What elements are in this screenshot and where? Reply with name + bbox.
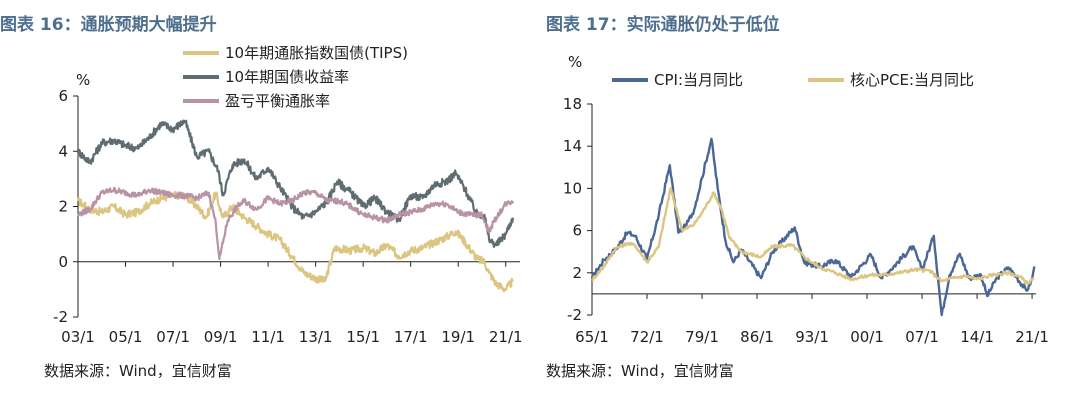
chart17-x-tick-label: 21/1 bbox=[1015, 328, 1049, 346]
chart-16-plot: % -2 0 2 4 6 03/1 05/1 07/1 09/1 11/1 13/1 15/1 17/1 1… bbox=[53, 44, 523, 346]
chart16-x-tick-label: 15/1 bbox=[346, 328, 380, 346]
chart17-y-tick-label: 14 bbox=[563, 137, 582, 155]
chart16-x-tick-label: 09/1 bbox=[204, 328, 238, 346]
chart16-series-line-2 bbox=[77, 186, 514, 261]
chart16-x-tick-label: 03/1 bbox=[61, 328, 95, 346]
chart17-x-tick-label: 93/1 bbox=[795, 328, 829, 346]
chart16-x-tick-label: 19/1 bbox=[441, 328, 475, 346]
chart17-x-tick-label: 14/1 bbox=[960, 328, 994, 346]
chart-17-source: 数据来源：Wind，宜信财富 bbox=[546, 362, 734, 380]
chart17-y-tick-label: 6 bbox=[572, 222, 582, 240]
right-chart-panel: 图表 17：实际通胀仍处于低位 % -2 2 6 10 14 18 65/1 72/1 79/1 8… bbox=[540, 0, 1080, 416]
chart16-x-tick-label: 05/1 bbox=[109, 328, 143, 346]
chart17-x-tick-label: 72/1 bbox=[630, 328, 664, 346]
chart17-x-tick-label: 07/1 bbox=[905, 328, 939, 346]
chart17-y-unit: % bbox=[568, 53, 582, 71]
chart16-x-tick-label: 11/1 bbox=[251, 328, 285, 346]
chart17-y-tick-label: -2 bbox=[567, 306, 582, 324]
chart17-series-line-0 bbox=[590, 137, 1036, 317]
chart17-x-tick-label: 00/1 bbox=[850, 328, 884, 346]
chart16-y-tick-label: 0 bbox=[58, 253, 68, 271]
chart17-y-tick-label: 18 bbox=[563, 95, 582, 113]
left-chart-panel: 图表 16：通胀预期大幅提升 % -2 0 2 4 6 03/1 05/1 07/1 09/1 11… bbox=[0, 15, 523, 380]
chart16-x-tick-label: 21/1 bbox=[489, 328, 523, 346]
chart17-x-tick-label: 79/1 bbox=[685, 328, 719, 346]
chart-17-title: 图表 17：实际通胀仍处于低位 bbox=[546, 15, 780, 35]
chart16-y-tick-label: -2 bbox=[53, 308, 68, 326]
chart16-legend-label-1: 10年期国债收益率 bbox=[225, 68, 349, 86]
chart17-series-line-1 bbox=[591, 187, 1035, 285]
chart17-legend-label-0: CPI:当月同比 bbox=[654, 71, 743, 89]
chart-17-plot: % -2 2 6 10 14 18 65/1 72/1 79/1 86/1 93/1 00/1 07/1 1… bbox=[563, 53, 1049, 346]
chart16-x-tick-label: 07/1 bbox=[156, 328, 190, 346]
chart16-y-tick-label: 6 bbox=[58, 87, 68, 105]
chart17-y-tick-label: 10 bbox=[563, 179, 582, 197]
chart16-y-tick-label: 2 bbox=[58, 198, 68, 216]
chart16-series-line-0 bbox=[76, 190, 514, 293]
chart17-y-tick-label: 2 bbox=[572, 264, 582, 282]
chart16-legend-label-2: 盈亏平衡通胀率 bbox=[225, 92, 330, 110]
chart-16-title: 图表 16：通胀预期大幅提升 bbox=[0, 15, 217, 35]
chart16-y-tick-label: 4 bbox=[58, 142, 68, 160]
chart17-x-tick-label: 65/1 bbox=[575, 328, 609, 346]
chart16-x-tick-label: 17/1 bbox=[394, 328, 428, 346]
chart-16-source: 数据来源：Wind，宜信财富 bbox=[44, 362, 232, 380]
chart16-legend-label-0: 10年期通胀指数国债(TIPS) bbox=[225, 44, 408, 62]
chart17-legend-label-1: 核心PCE:当月同比 bbox=[850, 71, 974, 89]
chart16-y-unit: % bbox=[76, 71, 90, 89]
chart16-series-line-1 bbox=[76, 119, 514, 248]
chart16-x-tick-label: 13/1 bbox=[299, 328, 333, 346]
chart17-x-tick-label: 86/1 bbox=[740, 328, 774, 346]
